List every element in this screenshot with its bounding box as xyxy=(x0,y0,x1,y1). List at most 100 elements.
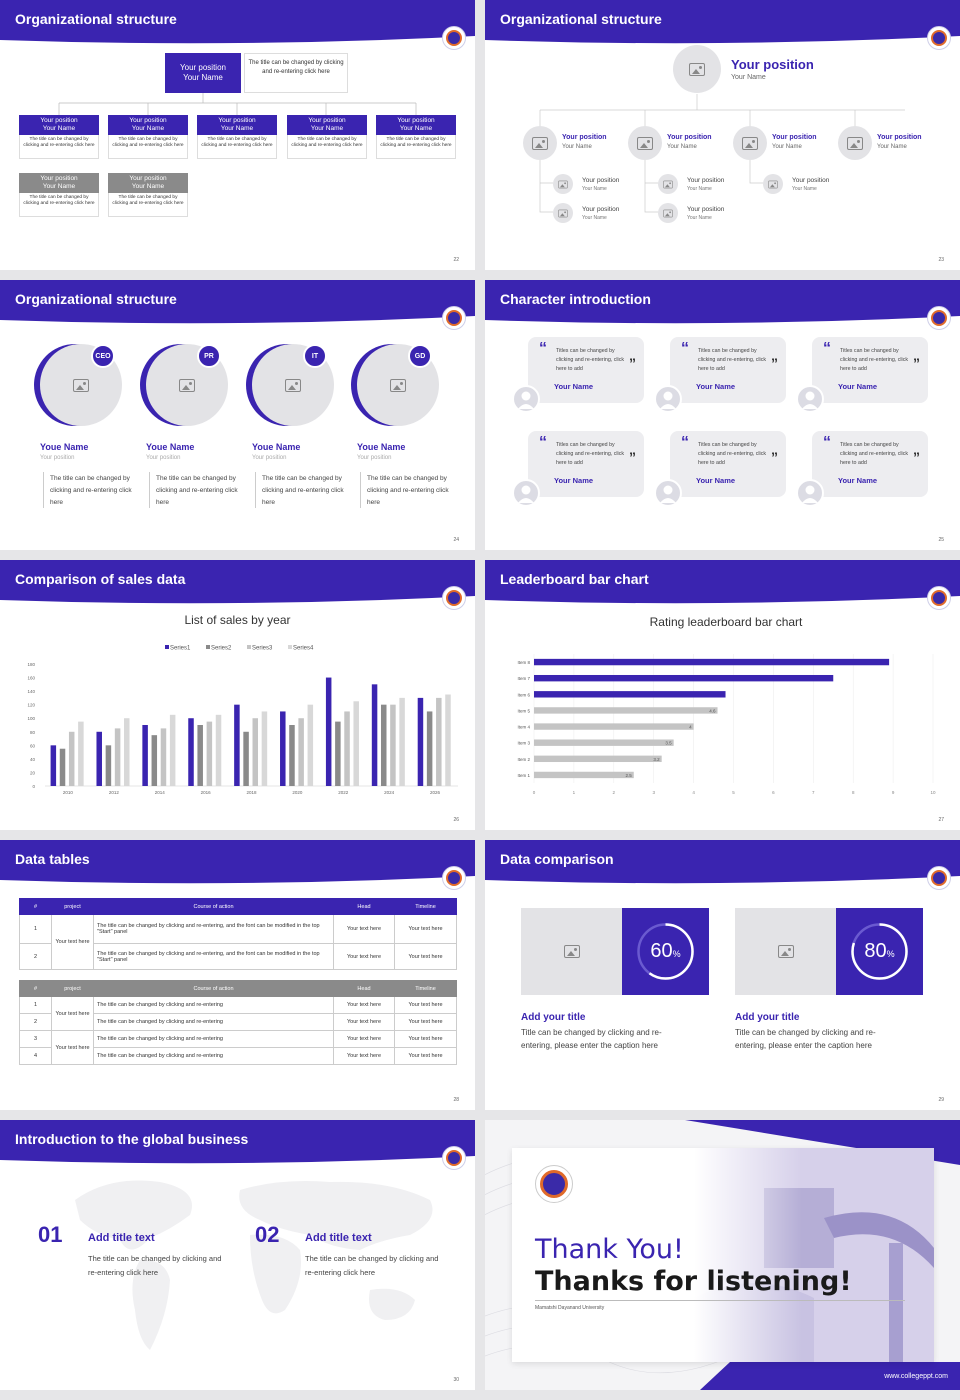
legend-label: Series3 xyxy=(252,646,273,652)
slide-sales-comparison: Comparison of sales data List of sales b… xyxy=(0,560,475,830)
org-box-title: Your position Your Name xyxy=(197,115,277,135)
org-box[interactable]: Your position Your Name The title can be c… xyxy=(19,115,99,159)
divider xyxy=(360,472,361,508)
org-box[interactable]: Your position Your Name The title can be c… xyxy=(19,173,99,217)
org-box-title: Your position Your Name xyxy=(108,173,188,193)
top-avatar-placeholder[interactable] xyxy=(673,45,721,93)
y-category-label: Item 7 xyxy=(517,676,530,681)
page-number: 28 xyxy=(453,1097,459,1103)
university-logo xyxy=(442,306,466,330)
page-number: 22 xyxy=(453,257,459,263)
quote-card[interactable]: “ Titles can be changed by clicking and r… xyxy=(528,431,644,497)
slide-title: Organizational structure xyxy=(500,11,662,27)
website-url[interactable]: www.collegeppt.com xyxy=(884,1373,948,1380)
quote-card[interactable]: “ Titles can be changed by clicking and r… xyxy=(528,337,644,403)
bar-Series1-2026 xyxy=(417,697,424,786)
x-tick-label: 8 xyxy=(852,790,855,795)
bar-Series4-2026 xyxy=(445,694,451,786)
org-box[interactable]: Your position Your Name The title can be c… xyxy=(287,115,367,159)
university-logo xyxy=(927,306,951,330)
org-box[interactable]: Your position Your Name The title can be c… xyxy=(376,115,456,159)
slide-title: Leaderboard bar chart xyxy=(500,571,649,587)
org-top-box[interactable]: Your position Your Name xyxy=(165,53,241,93)
progress-ring-fill xyxy=(851,923,908,980)
photo-placeholder[interactable] xyxy=(521,908,622,995)
image-placeholder-icon xyxy=(73,378,89,392)
member-avatar-placeholder[interactable] xyxy=(628,126,662,160)
bar-value-label: 3.2 xyxy=(653,757,660,762)
role-badge: PR xyxy=(197,344,221,368)
profile-name: Youe Name xyxy=(146,442,195,452)
profile-name: Youe Name xyxy=(357,442,406,452)
bar-Series2-2020 xyxy=(289,725,295,786)
thank-you-card: Thank You! Thanks for listening! Mamatsh… xyxy=(512,1148,934,1362)
org-box-desc: The title can be changed by clicking and… xyxy=(108,135,188,159)
sub-name: Your Name xyxy=(792,186,817,192)
org-box-title: Your position Your Name xyxy=(376,115,456,135)
sub-name: Your Name xyxy=(687,186,712,192)
sub-avatar-placeholder[interactable] xyxy=(553,174,573,194)
sub-avatar-placeholder[interactable] xyxy=(553,203,573,223)
member-avatar-placeholder[interactable] xyxy=(523,126,557,160)
member-position: Your position xyxy=(667,134,712,141)
quote-card[interactable]: “ Titles can be changed by clicking and r… xyxy=(670,431,786,497)
quote-close-icon: ” xyxy=(913,449,920,465)
bar-Series2-2018 xyxy=(243,731,249,786)
bar-value-label: 2.5 xyxy=(625,773,632,778)
bar-Item 6 xyxy=(534,691,726,698)
page-number: 23 xyxy=(938,257,944,263)
person-avatar-icon xyxy=(654,385,682,413)
org-box[interactable]: Your position Your Name The title can be c… xyxy=(108,173,188,217)
org-box-position: Your position xyxy=(218,117,256,124)
slide-character-intro: Character introduction “ Titles can be ch… xyxy=(485,280,960,550)
sales-bar-chart: Series1 Series2 Series3 Series4 0 20 40 60 80 100… xyxy=(27,645,458,795)
profile-position: Your position xyxy=(146,455,181,461)
member-avatar-placeholder[interactable] xyxy=(733,126,767,160)
sub-avatar-placeholder[interactable] xyxy=(658,174,678,194)
university-logo xyxy=(927,866,951,890)
org-box-title: Your position Your Name xyxy=(19,115,99,135)
percent-value: 60% xyxy=(650,940,681,962)
slide-header: Comparison of sales data xyxy=(0,560,475,606)
page-number: 26 xyxy=(453,817,459,823)
profile-desc: The title can be changed by clicking and… xyxy=(262,475,344,506)
item-desc: The title can be changed by clicking and… xyxy=(88,1254,222,1277)
profile-circle[interactable] xyxy=(357,344,439,426)
item-number: 01 xyxy=(38,1222,63,1247)
org-box-name: Your Name xyxy=(399,125,433,132)
image-placeholder-icon xyxy=(663,209,673,217)
image-placeholder-icon xyxy=(663,180,673,188)
percent-panel: 80% xyxy=(836,908,923,995)
photo-placeholder[interactable] xyxy=(735,908,836,995)
bar-Series3-2020 xyxy=(298,718,304,786)
org-box-position: Your position xyxy=(40,175,78,182)
x-tick-label: 6 xyxy=(772,790,775,795)
org-box[interactable]: Your position Your Name The title can be c… xyxy=(108,115,188,159)
chart-title: Rating leaderboard bar chart xyxy=(649,615,803,629)
y-tick-label: 80 xyxy=(30,730,36,735)
bar-value-label: 4 xyxy=(689,725,692,730)
bar-Series3-2018 xyxy=(252,718,259,786)
member-name: Your Name xyxy=(562,144,592,150)
member-name: Your Name xyxy=(772,144,802,150)
legend-swatch xyxy=(165,645,169,649)
person-avatar-icon xyxy=(796,479,824,507)
image-placeholder-icon xyxy=(390,378,406,392)
org-box[interactable]: Your position Your Name The title can be c… xyxy=(197,115,277,159)
image-placeholder-icon xyxy=(689,62,705,76)
sub-avatar-placeholder[interactable] xyxy=(658,203,678,223)
bar-Item 2 xyxy=(534,755,662,763)
university-logo xyxy=(927,586,951,610)
bar-Series1-2016 xyxy=(188,718,194,786)
quote-card[interactable]: “ Titles can be changed by clicking and r… xyxy=(812,431,928,497)
org-box-title: Your position Your Name xyxy=(287,115,367,135)
org-box-title: Your position Your Name xyxy=(108,115,188,135)
org-box-title: Your position Your Name xyxy=(19,173,99,193)
profile-desc: The title can be changed by clicking and… xyxy=(50,475,132,506)
member-avatar-placeholder[interactable] xyxy=(838,126,872,160)
quote-card[interactable]: “ Titles can be changed by clicking and r… xyxy=(812,337,928,403)
x-tick-label: 0 xyxy=(533,790,536,795)
sub-avatar-placeholder[interactable] xyxy=(763,174,783,194)
bar-value-label: 3.5 xyxy=(665,741,672,746)
quote-card[interactable]: “ Titles can be changed by clicking and r… xyxy=(670,337,786,403)
